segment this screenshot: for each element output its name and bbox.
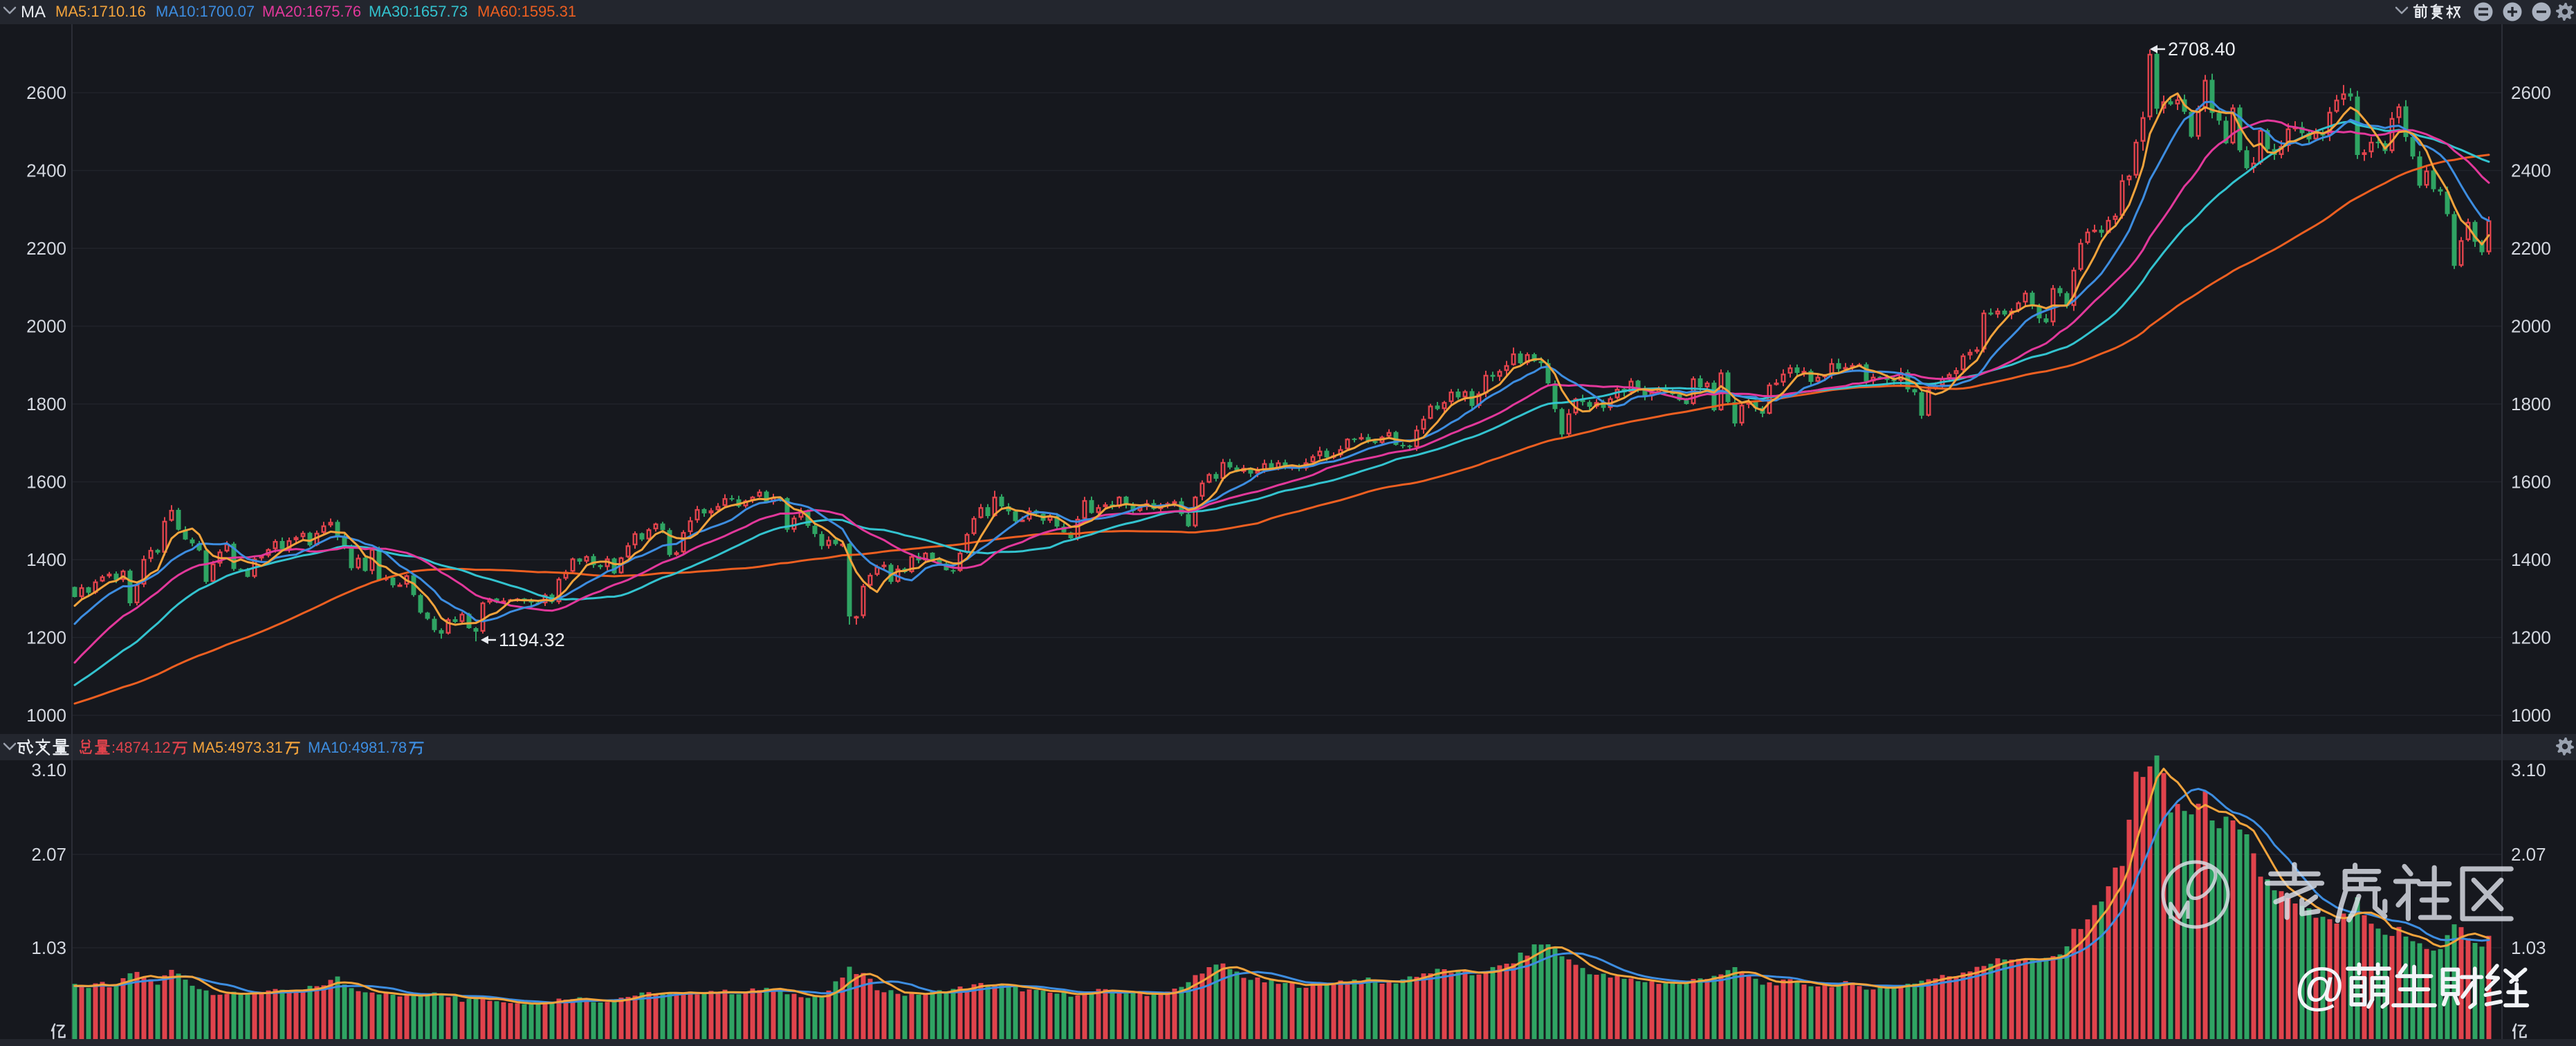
svg-text:MA30:1657.73: MA30:1657.73 xyxy=(369,3,468,20)
svg-text:1000: 1000 xyxy=(2511,705,2551,726)
svg-text:MA20:1675.76: MA20:1675.76 xyxy=(262,3,361,20)
svg-text:MA10:4981.78: MA10:4981.78 xyxy=(308,739,407,756)
svg-text:1400: 1400 xyxy=(2511,549,2551,570)
svg-text:3.10: 3.10 xyxy=(2511,760,2546,780)
svg-text:@: @ xyxy=(2294,958,2346,1016)
svg-text:MA: MA xyxy=(21,3,46,21)
svg-text:1600: 1600 xyxy=(2511,472,2551,493)
svg-text:1600: 1600 xyxy=(26,472,66,493)
svg-text::4874.12: :4874.12 xyxy=(111,739,171,756)
svg-text:2600: 2600 xyxy=(26,82,66,103)
svg-text:2000: 2000 xyxy=(26,316,66,337)
svg-text:1400: 1400 xyxy=(26,549,66,570)
svg-text:1200: 1200 xyxy=(26,627,66,648)
svg-text:1194.32: 1194.32 xyxy=(499,630,565,650)
svg-text:2.07: 2.07 xyxy=(31,844,66,865)
svg-text:3.10: 3.10 xyxy=(31,760,66,780)
svg-text:2000: 2000 xyxy=(2511,316,2551,337)
svg-text:1800: 1800 xyxy=(26,394,66,414)
svg-text:1000: 1000 xyxy=(26,705,66,726)
svg-text:2200: 2200 xyxy=(26,238,66,259)
svg-text:MA5:4973.31: MA5:4973.31 xyxy=(192,739,283,756)
svg-text:MA60:1595.31: MA60:1595.31 xyxy=(477,3,576,20)
svg-text:MA5:1710.16: MA5:1710.16 xyxy=(55,3,146,20)
svg-text:2400: 2400 xyxy=(26,160,66,181)
svg-text:2600: 2600 xyxy=(2511,82,2551,103)
svg-text:1.03: 1.03 xyxy=(2511,937,2546,958)
svg-text:1800: 1800 xyxy=(2511,394,2551,414)
svg-text:2400: 2400 xyxy=(2511,160,2551,181)
svg-text:2708.40: 2708.40 xyxy=(2168,39,2236,59)
svg-text:MA10:1700.07: MA10:1700.07 xyxy=(156,3,255,20)
svg-text:2.07: 2.07 xyxy=(2511,844,2546,865)
svg-text:1200: 1200 xyxy=(2511,627,2551,648)
svg-text:1.03: 1.03 xyxy=(31,937,66,958)
svg-text:2200: 2200 xyxy=(2511,238,2551,259)
